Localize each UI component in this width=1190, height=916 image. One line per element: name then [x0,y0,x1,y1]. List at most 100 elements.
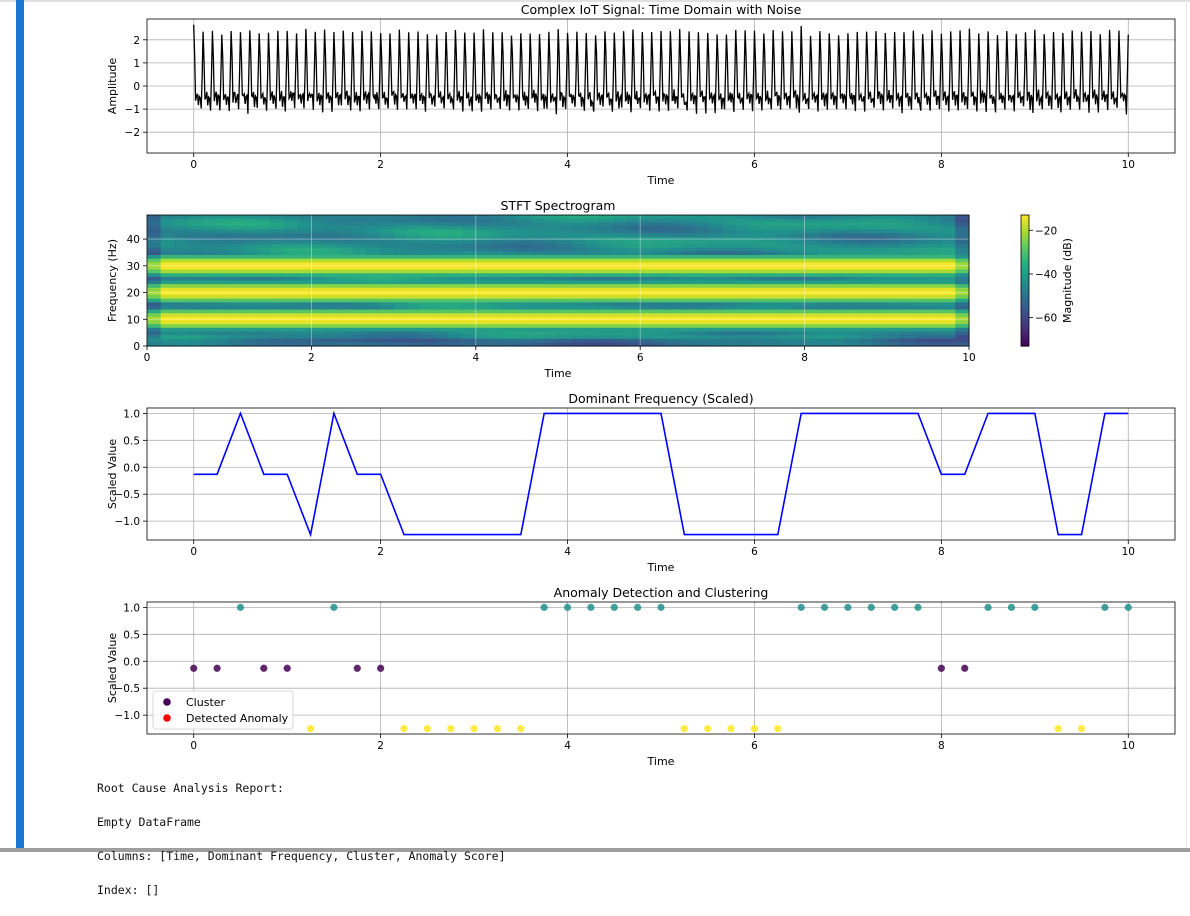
spectrogram-cell [489,284,504,289]
spectrogram-cell [777,233,792,238]
spectrogram-cell [722,295,737,300]
spectrogram-cell [859,316,874,322]
spectrogram-cell [612,291,628,296]
spectrogram-cell [188,295,203,300]
spectrogram-cell [832,342,847,347]
spectrogram-cell [475,309,491,314]
spectrogram-cell [818,338,833,343]
cluster-point [961,664,969,672]
spectrogram-cell [736,316,751,322]
spectrogram-cell [256,331,271,336]
spectrogram-cell [201,233,217,238]
spectrogram-cell [147,338,162,343]
cell-selection-bar[interactable] [16,0,24,848]
spectrogram-cell [311,265,326,271]
spectrogram-cell [790,215,806,220]
spectrogram-cell [448,302,463,307]
spectrogram-cell [160,265,175,271]
spectrogram-cell [215,327,230,333]
spectrogram-cell [201,284,217,289]
colorbar-segment [1021,332,1029,337]
spectrogram-cell [914,305,929,311]
spectrogram-cell [571,295,586,300]
spectrogram-cell [941,331,956,336]
spectrogram-cell [147,218,162,223]
spectrogram-cell [448,284,463,289]
spectrogram-cell [763,327,778,333]
spectrogram-cell [544,244,559,249]
spectrogram-cell [859,295,874,300]
spectrogram-cell [366,302,381,307]
spectrogram-cell [626,222,641,227]
spectrogram-cell [242,324,258,329]
spectrogram-cell [626,247,641,252]
spectrogram-cell [626,273,641,278]
spectrogram-cell [612,225,628,231]
spectrogram-cell [599,335,614,340]
spectrogram-cell [393,225,408,231]
spectrogram-cell [434,291,449,296]
spectrogram-cell [297,335,312,340]
spectrogram-cell [777,309,792,314]
spectrogram-cell [749,265,765,271]
spectrogram-cell [393,291,408,296]
spectrogram-cell [256,313,271,318]
spectrogram-cell [722,313,737,318]
bottom-scrollbar[interactable] [0,848,1190,852]
spectrogram-cell [777,342,792,347]
spectrogram-cell [229,298,244,303]
spectrogram-cell [160,316,175,322]
spectrogram-cell [516,313,532,318]
spectrogram-cell [736,244,751,249]
spectrogram-cell [489,269,504,274]
spectrogram-cell [653,331,669,336]
spectrogram-cell [489,280,504,285]
spectrogram-cell [215,247,230,252]
spectrogram-cell [777,276,792,282]
spectrogram-cell [695,215,710,220]
spectrogram-cell [270,309,285,314]
spectrogram-cell [571,291,586,296]
dominant-frequency-line [193,410,1129,538]
spectrogram-cell [640,251,655,256]
spectrogram-cell [736,236,751,242]
spectrogram-cell [736,251,751,256]
spectrogram-cell [886,316,902,322]
spectrogram-cell [585,291,600,296]
spectrogram-cell [955,291,970,296]
spectrogram-cell [393,295,408,300]
colorbar-tick-label: −20 [1035,225,1057,237]
spectrogram-cell [818,269,833,274]
spectrogram-cell [352,291,367,296]
spectrogram-cell [201,309,217,314]
spectrogram-cell [818,313,833,318]
spectrogram-cell [571,218,586,223]
spectrogram-cell [667,247,682,252]
spectrogram-cell [708,247,723,252]
spectrogram-cell [475,298,491,303]
spectrogram-cell [749,262,765,267]
spectrogram-cell [612,298,628,303]
spectrogram-cell [927,316,943,322]
spectrogram-cell [516,291,532,296]
spectrogram-cell [900,269,915,274]
spectrogram-cell [421,255,436,260]
spectrogram-cell [790,240,806,245]
spectrogram-cell [955,276,970,282]
spectrogram-cell [421,291,436,296]
spectrogram-cell [681,305,696,311]
spectrogram-cell [270,298,285,303]
spectrogram-cell [749,313,765,318]
spectrogram-cell [516,225,532,231]
spectrogram-cell [900,262,915,267]
spectrogram-cell [174,258,189,263]
spectrogram-cell [914,327,929,333]
spectrogram-cell [516,298,532,303]
spectrogram-cell [859,251,874,256]
spectrogram-cell [379,309,395,314]
spectrogram-cell [886,222,902,227]
spectrogram-cell [599,331,614,336]
spectrogram-cell [640,244,655,249]
chart-title: Complex IoT Signal: Time Domain with Noi… [521,2,802,17]
spectrogram-cell [859,222,874,227]
